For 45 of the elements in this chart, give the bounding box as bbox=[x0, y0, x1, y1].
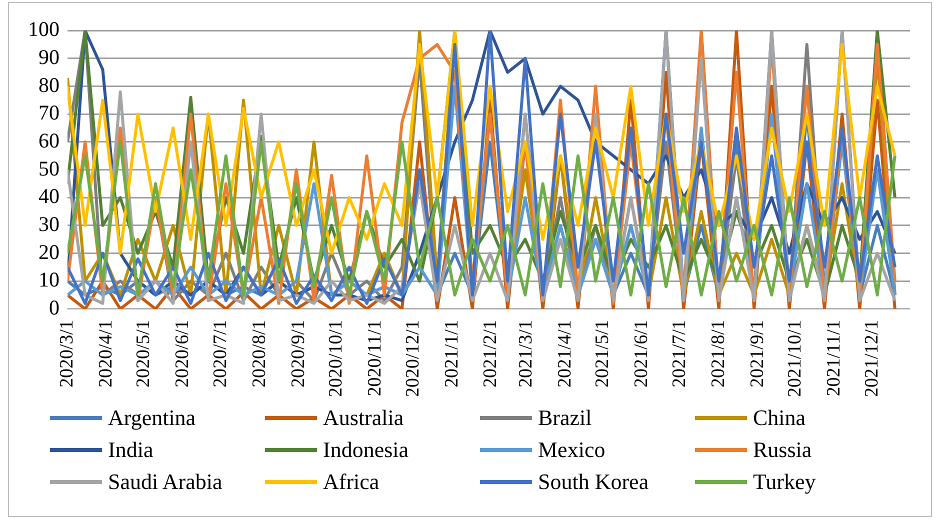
x-tick-label: 2020/8/1 bbox=[248, 320, 270, 388]
x-tick-label: 2021/9/1 bbox=[746, 320, 768, 388]
y-tick-label: 40 bbox=[38, 184, 60, 208]
x-tick-label: 2021/10/1 bbox=[784, 320, 806, 398]
y-tick-label: 90 bbox=[38, 44, 60, 69]
legend-label: Argentina bbox=[108, 405, 196, 431]
y-tick-label: 70 bbox=[38, 100, 60, 125]
x-tick-label: 2020/9/1 bbox=[288, 320, 309, 388]
x-tick-label: 2021/8/1 bbox=[708, 320, 729, 388]
x-tick-label: 2021/2/1 bbox=[480, 320, 502, 388]
x-tick-label: 2020/10/1 bbox=[326, 320, 347, 398]
y-tick-label: 100 bbox=[28, 17, 60, 42]
legend-label: Mexico bbox=[538, 437, 606, 463]
x-tick-label: 2021/5/1 bbox=[592, 320, 614, 388]
y-tick-label: 80 bbox=[38, 72, 60, 97]
legend-label: South Korea bbox=[538, 469, 649, 495]
legend-label: Indonesia bbox=[323, 437, 409, 463]
x-tick-label: 2021/6/1 bbox=[631, 320, 652, 388]
y-tick-label: 0 bbox=[49, 295, 60, 320]
y-tick-label: 20 bbox=[38, 240, 60, 264]
x-tick-label: 2021/1/1 bbox=[441, 320, 462, 388]
x-tick-label: 2020/4/1 bbox=[95, 320, 116, 388]
x-tick-label: 2020/6/1 bbox=[172, 320, 194, 388]
x-tick-label: 2021/4/1 bbox=[554, 320, 576, 388]
legend-label: Australia bbox=[323, 405, 404, 431]
legend-label: India bbox=[108, 437, 154, 463]
x-tick-label: 2020/5/1 bbox=[133, 320, 154, 388]
x-tick-label: 2020/12/1 bbox=[402, 320, 424, 398]
y-tick-label: 50 bbox=[38, 156, 60, 180]
legend-label: Saudi Arabia bbox=[108, 469, 222, 495]
y-tick-label: 30 bbox=[38, 212, 60, 236]
legend-label: China bbox=[753, 405, 806, 431]
x-tick-label: 2021/3/1 bbox=[515, 320, 536, 388]
x-tick-label: 2021/12/1 bbox=[861, 320, 882, 398]
x-tick-label: 2021/11/1 bbox=[824, 320, 845, 396]
x-tick-label: 2020/11/1 bbox=[364, 320, 386, 396]
y-tick-label: 10 bbox=[38, 268, 60, 292]
x-tick-label: 2020/7/1 bbox=[210, 320, 231, 388]
legend-label: Brazil bbox=[538, 405, 592, 431]
x-tick-label: 2020/3/1 bbox=[56, 320, 78, 388]
legend-label: Turkey bbox=[753, 469, 816, 495]
y-tick-label: 60 bbox=[38, 128, 60, 152]
x-tick-label: 2021/7/1 bbox=[668, 320, 690, 388]
legend-label: Africa bbox=[323, 469, 380, 495]
legend-label: Russia bbox=[753, 437, 812, 463]
